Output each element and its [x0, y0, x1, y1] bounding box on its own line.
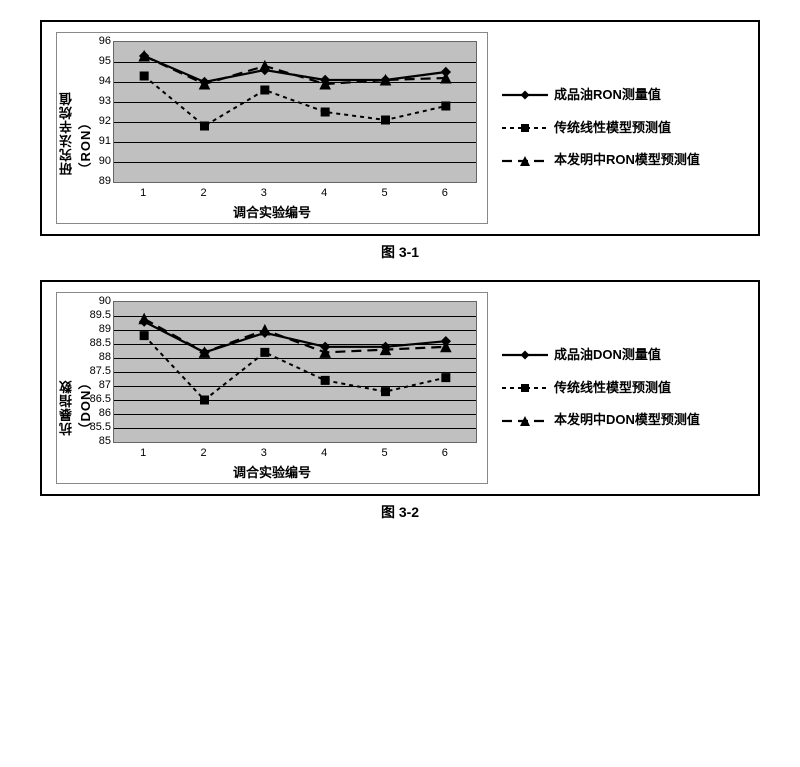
legend-row: 成品油RON测量值 [502, 88, 744, 103]
x-tick-label: 2 [200, 447, 206, 459]
series-marker [139, 314, 149, 324]
series-layer [114, 302, 476, 442]
legend-swatch [502, 381, 548, 395]
legend-row: 本发明中RON模型预测值 [502, 153, 744, 168]
series-marker [441, 342, 451, 352]
y-tick-label: 94 [99, 75, 111, 87]
series-layer [114, 42, 476, 182]
y-tick-label: 90 [99, 155, 111, 167]
x-tick-label: 1 [140, 447, 146, 459]
legend: 成品油DON测量值传统线性模型预测值本发明中DON模型预测值 [502, 344, 744, 433]
series-marker [260, 325, 270, 335]
chart-panel: 研究法辛烷值（RON） 调合实验编号 89 90 91 92 93 94 95 96 1 2 3 4 5 6 成… [40, 20, 760, 236]
y-tick-label: 85.5 [90, 421, 111, 433]
plot-area [113, 301, 477, 443]
series-marker [442, 374, 450, 382]
x-axis-label: 调合实验编号 [233, 202, 311, 221]
figure-caption: 图 3-2 [40, 502, 760, 522]
x-axis-label: 调合实验编号 [233, 462, 311, 481]
legend: 成品油RON测量值传统线性模型预测值本发明中RON模型预测值 [502, 84, 744, 173]
series-marker [261, 86, 269, 94]
series-marker [261, 348, 269, 356]
series-marker [321, 108, 329, 116]
x-tick-label: 4 [321, 187, 327, 199]
legend-label: 成品油RON测量值 [554, 88, 661, 103]
y-tick-label: 89 [99, 175, 111, 187]
figure: 研究法辛烷值（RON） 调合实验编号 89 90 91 92 93 94 95 96 1 2 3 4 5 6 成… [40, 20, 760, 262]
x-tick-label: 6 [442, 187, 448, 199]
y-tick-label: 92 [99, 115, 111, 127]
chart-box: 研究法辛烷值（RON） 调合实验编号 89 90 91 92 93 94 95 96 1 2 3 4 5 6 [56, 32, 488, 224]
legend-swatch [502, 88, 548, 102]
series-marker [321, 376, 329, 384]
legend-label: 本发明中DON模型预测值 [554, 413, 700, 428]
legend-row: 传统线性模型预测值 [502, 121, 744, 136]
legend-swatch [502, 154, 548, 168]
series-marker [201, 122, 209, 130]
y-tick-label: 93 [99, 95, 111, 107]
series-marker [140, 332, 148, 340]
y-tick-label: 88.5 [90, 337, 111, 349]
chart-panel: 抗暴指数（DON）调合实验编号8585.58686.58787.58888.58… [40, 280, 760, 496]
x-tick-label: 1 [140, 187, 146, 199]
legend-label: 成品油DON测量值 [554, 348, 661, 363]
series-marker [442, 102, 450, 110]
series-line [144, 56, 446, 84]
series-marker [382, 388, 390, 396]
legend-swatch [502, 348, 548, 362]
figure-caption: 图 3-1 [40, 242, 760, 262]
legend-row: 传统线性模型预测值 [502, 381, 744, 396]
series-line [144, 322, 446, 353]
legend-label: 传统线性模型预测值 [554, 121, 671, 136]
y-tick-label: 89 [99, 323, 111, 335]
y-tick-label: 89.5 [90, 309, 111, 321]
legend-row: 本发明中DON模型预测值 [502, 413, 744, 428]
y-tick-label: 88 [99, 351, 111, 363]
x-tick-label: 2 [200, 187, 206, 199]
series-marker [382, 116, 390, 124]
x-tick-label: 3 [261, 447, 267, 459]
plot-area [113, 41, 477, 183]
y-tick-label: 95 [99, 55, 111, 67]
y-tick-label: 90 [99, 295, 111, 307]
series-marker [140, 72, 148, 80]
x-tick-label: 4 [321, 447, 327, 459]
y-tick-label: 87.5 [90, 365, 111, 377]
legend-swatch [502, 121, 548, 135]
y-tick-label: 86 [99, 407, 111, 419]
series-marker [201, 396, 209, 404]
y-tick-label: 85 [99, 435, 111, 447]
series-line [144, 76, 446, 126]
y-tick-label: 91 [99, 135, 111, 147]
series-line [144, 319, 446, 353]
x-tick-label: 5 [381, 187, 387, 199]
x-tick-label: 5 [381, 447, 387, 459]
x-tick-label: 3 [261, 187, 267, 199]
y-axis-label: 研究法辛烷值（RON） [57, 81, 95, 176]
legend-swatch [502, 414, 548, 428]
legend-label: 传统线性模型预测值 [554, 381, 671, 396]
legend-label: 本发明中RON模型预测值 [554, 153, 700, 168]
y-tick-label: 87 [99, 379, 111, 391]
figure: 抗暴指数（DON）调合实验编号8585.58686.58787.58888.58… [40, 280, 760, 522]
chart-box: 抗暴指数（DON）调合实验编号8585.58686.58787.58888.58… [56, 292, 488, 484]
y-tick-label: 86.5 [90, 393, 111, 405]
x-tick-label: 6 [442, 447, 448, 459]
legend-row: 成品油DON测量值 [502, 348, 744, 363]
y-tick-label: 96 [99, 35, 111, 47]
